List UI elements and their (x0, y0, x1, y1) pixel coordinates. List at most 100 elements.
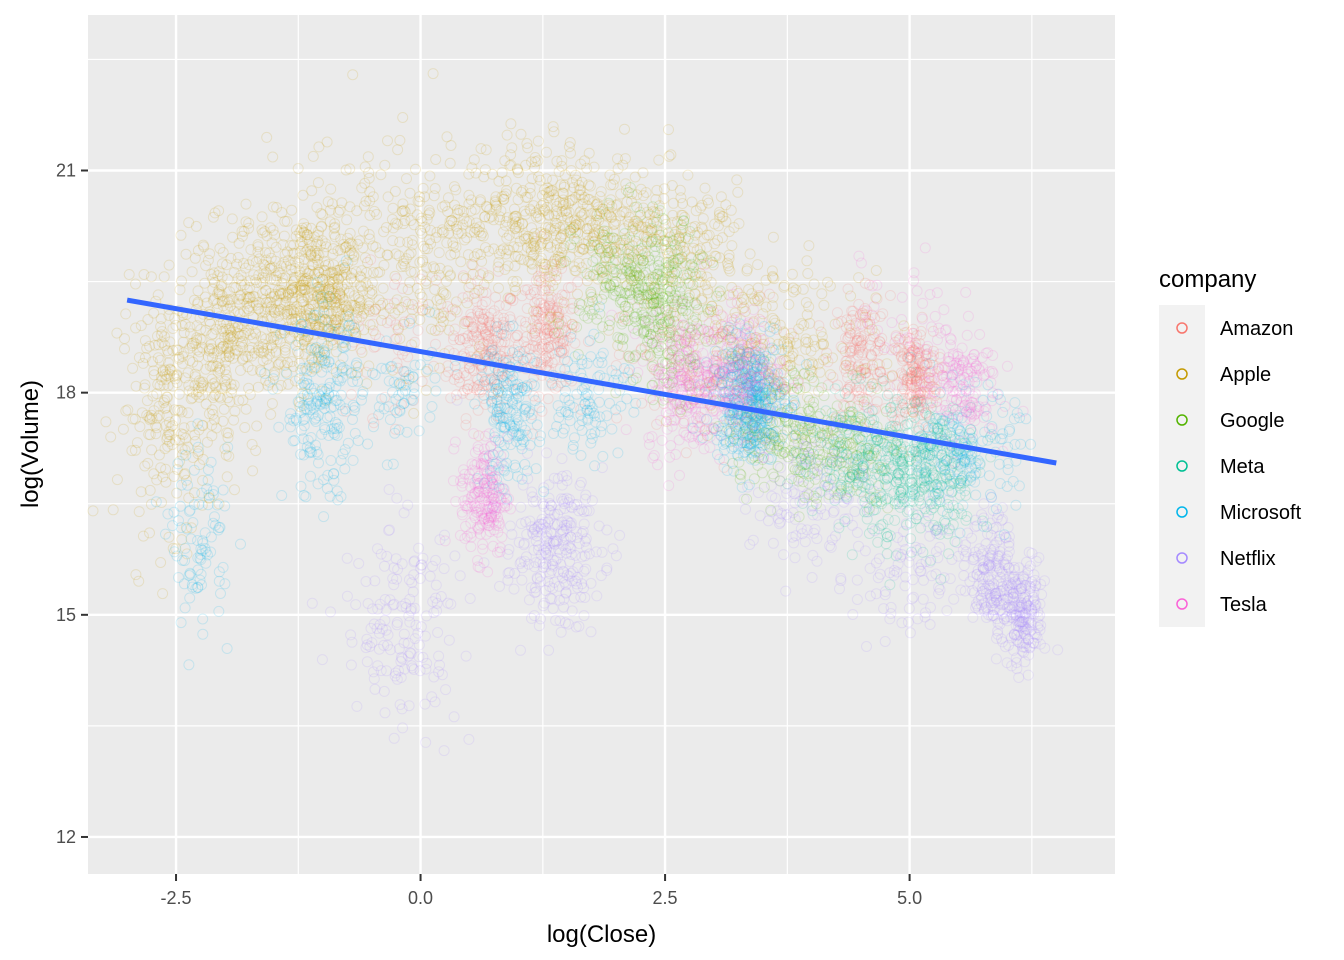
data-point (530, 275, 542, 287)
data-point (338, 238, 350, 250)
data-point (139, 379, 151, 391)
data-point (536, 343, 548, 355)
data-point (868, 331, 880, 343)
data-point (280, 295, 292, 307)
data-point (866, 350, 877, 362)
data-point (329, 218, 341, 230)
data-point (263, 247, 275, 259)
data-point (272, 359, 284, 371)
data-point (156, 371, 168, 383)
data-point (220, 449, 232, 461)
data-point (529, 355, 541, 367)
data-point (309, 268, 321, 280)
data-point (686, 380, 698, 392)
data-point (868, 381, 880, 393)
data-point (244, 282, 256, 293)
data-point (473, 430, 485, 442)
data-point (903, 344, 915, 356)
data-point (565, 303, 577, 315)
data-point (466, 311, 478, 323)
data-point (216, 279, 228, 291)
series-apple (87, 68, 919, 600)
data-point (163, 357, 174, 369)
data-point (912, 366, 924, 378)
data-point (301, 304, 313, 316)
data-point (246, 438, 258, 450)
data-point (505, 292, 517, 304)
data-point (297, 282, 308, 294)
data-point (892, 345, 904, 357)
data-point (734, 354, 746, 366)
data-point (324, 204, 336, 216)
data-point (859, 363, 870, 375)
data-point (196, 499, 208, 511)
data-point (213, 498, 225, 510)
data-point (731, 356, 743, 368)
data-point (894, 406, 906, 418)
data-point (297, 296, 309, 308)
data-point (710, 350, 722, 361)
data-point (852, 400, 864, 412)
data-point (559, 326, 571, 338)
data-point (903, 348, 915, 360)
data-point (545, 302, 557, 314)
data-point (237, 341, 249, 353)
data-point (538, 313, 550, 325)
data-point (872, 368, 883, 380)
data-point (481, 329, 493, 341)
data-point (370, 303, 382, 315)
data-point (852, 360, 864, 372)
data-point (535, 265, 547, 277)
data-point (348, 290, 360, 302)
data-point (311, 282, 323, 294)
data-point (193, 391, 205, 403)
data-point (398, 316, 410, 328)
data-point (661, 305, 673, 316)
data-point (358, 303, 370, 315)
data-point (504, 345, 516, 357)
data-point (611, 412, 623, 424)
data-point (139, 352, 151, 363)
data-point (488, 305, 500, 317)
data-point (144, 527, 155, 539)
data-point (171, 487, 183, 499)
data-point (180, 474, 192, 486)
data-point (232, 306, 244, 318)
data-point (214, 363, 226, 374)
data-point (120, 308, 132, 320)
data-point (307, 299, 319, 311)
data-point (329, 267, 341, 279)
data-point (527, 314, 539, 326)
data-point (474, 379, 485, 391)
data-point (295, 280, 307, 292)
data-point (545, 307, 557, 319)
data-point (532, 306, 544, 318)
data-point (903, 393, 914, 405)
data-point (566, 323, 578, 335)
data-point (673, 334, 685, 346)
data-point (901, 375, 913, 387)
data-point (332, 314, 344, 326)
data-point (259, 306, 271, 318)
data-point (919, 359, 931, 371)
data-point (907, 357, 919, 369)
data-point (467, 321, 479, 333)
data-point (224, 286, 236, 298)
data-point (329, 231, 341, 243)
data-point (664, 353, 676, 365)
data-point (264, 376, 276, 388)
data-point (544, 325, 556, 337)
data-point (192, 298, 204, 310)
data-point (726, 313, 738, 325)
data-point (856, 349, 868, 361)
data-point (454, 334, 466, 346)
data-point (313, 225, 324, 237)
data-point (222, 303, 234, 315)
data-point (531, 320, 543, 332)
data-point (328, 269, 340, 281)
data-point (498, 312, 510, 324)
data-point (161, 433, 173, 445)
data-point (285, 314, 297, 326)
data-point (161, 370, 173, 382)
data-point (857, 307, 868, 319)
